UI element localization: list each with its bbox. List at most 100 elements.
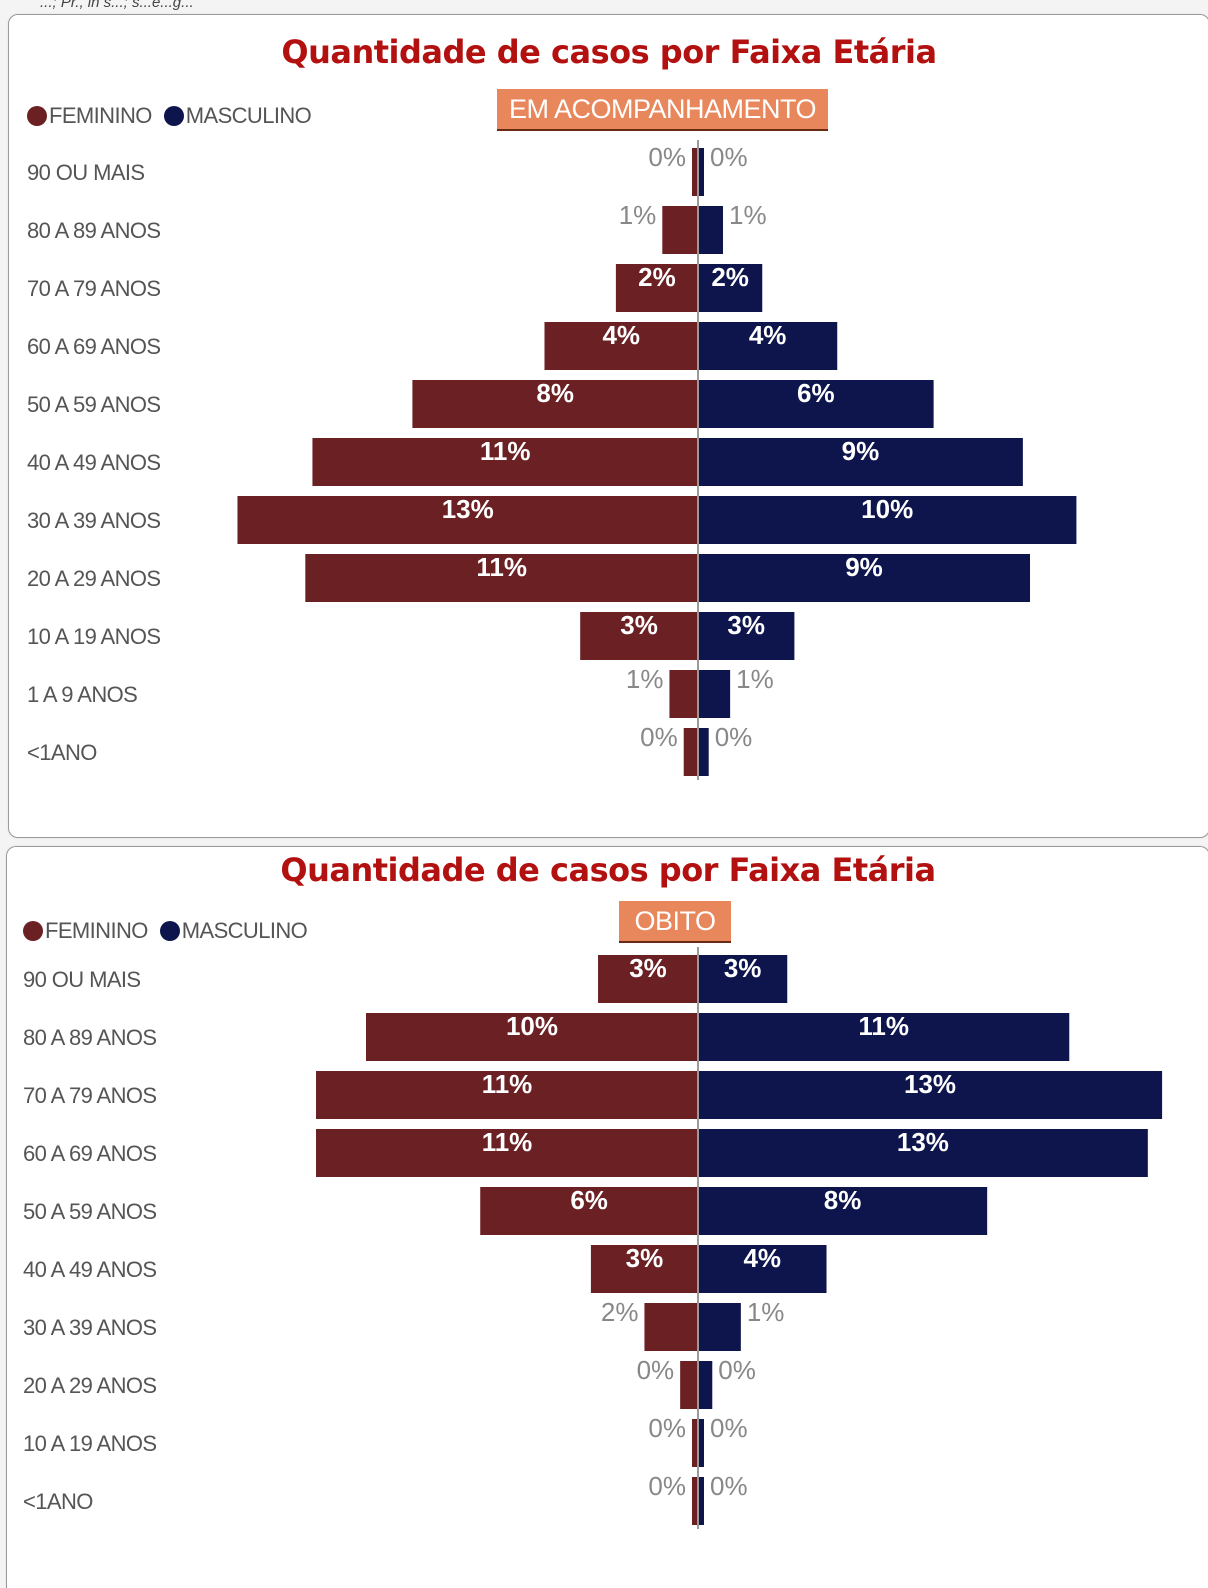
data-label-feminino: 6% — [570, 1185, 608, 1215]
bar-feminino[interactable] — [580, 612, 698, 660]
chart-title: Quantidade de casos por Faixa Etária — [281, 33, 937, 71]
bar-masculino[interactable] — [698, 438, 1023, 486]
data-label-masculino: 0% — [710, 142, 748, 172]
chart-legend[interactable]: FEMININO MASCULINO — [23, 918, 319, 944]
bar-feminino[interactable] — [644, 1303, 698, 1351]
data-label-masculino: 0% — [715, 722, 753, 752]
bar-masculino[interactable] — [698, 1071, 1163, 1119]
category-label: 20 A 29 ANOS — [27, 566, 160, 591]
bar-feminino[interactable] — [683, 728, 698, 776]
chart-legend[interactable]: FEMININO MASCULINO — [27, 103, 323, 129]
bar-masculino[interactable] — [698, 1245, 827, 1293]
category-label: 90 OU MAIS — [27, 160, 144, 185]
data-label-masculino: 1% — [736, 664, 774, 694]
bar-masculino[interactable] — [698, 1303, 741, 1351]
status-badge: EM ACOMPANHAMENTO — [497, 89, 828, 131]
data-label-masculino: 2% — [711, 262, 749, 292]
bar-feminino[interactable] — [598, 955, 698, 1003]
chart-panel-em-acompanhamento: Quantidade de casos por Faixa Etária EM … — [8, 14, 1208, 838]
legend-male-label: MASCULINO — [185, 103, 312, 128]
bar-masculino[interactable] — [698, 206, 723, 254]
bar-masculino[interactable] — [698, 380, 934, 428]
bar-masculino[interactable] — [698, 1477, 704, 1525]
legend-female-marker — [23, 921, 43, 941]
bar-feminino[interactable] — [680, 1361, 698, 1409]
data-label-feminino: 3% — [626, 1243, 664, 1273]
data-label-masculino: 1% — [747, 1297, 785, 1327]
category-label: 20 A 29 ANOS — [23, 1373, 156, 1398]
category-label: 70 A 79 ANOS — [27, 276, 160, 301]
bar-masculino[interactable] — [698, 322, 838, 370]
category-label: <1ANO — [23, 1489, 93, 1514]
category-label: 40 A 49 ANOS — [27, 450, 160, 475]
data-label-feminino: 0% — [640, 722, 678, 752]
bar-feminino[interactable] — [544, 322, 698, 370]
data-label-masculino: 4% — [749, 320, 787, 350]
data-label-masculino: 0% — [710, 1413, 748, 1443]
data-label-feminino: 8% — [536, 378, 574, 408]
bar-masculino[interactable] — [698, 1419, 704, 1467]
data-label-masculino: 11% — [858, 1011, 909, 1041]
data-label-masculino: 8% — [824, 1185, 862, 1215]
bar-feminino[interactable] — [316, 1071, 698, 1119]
category-label: 10 A 19 ANOS — [27, 624, 160, 649]
data-label-feminino: 4% — [602, 320, 640, 350]
category-label: 50 A 59 ANOS — [23, 1199, 156, 1224]
pyramid-chart-obito: 90 OU MAIS 3% 3% 80 A 89 ANOS 10% 11% 70 A 79 … — [23, 947, 1163, 1529]
data-label-masculino: 13% — [897, 1127, 949, 1157]
bar-masculino[interactable] — [698, 1187, 988, 1235]
bar-feminino[interactable] — [412, 380, 698, 428]
data-label-masculino: 3% — [724, 953, 762, 983]
bar-feminino[interactable] — [365, 1013, 698, 1061]
bar-feminino[interactable] — [692, 148, 698, 196]
bar-masculino[interactable] — [698, 148, 704, 196]
data-label-masculino: 13% — [904, 1069, 956, 1099]
bar-masculino[interactable] — [698, 1013, 1070, 1061]
data-label-masculino: 9% — [842, 436, 880, 466]
data-label-feminino: 11% — [482, 1127, 533, 1157]
data-label-masculino: 9% — [845, 552, 883, 582]
category-label: <1ANO — [27, 740, 97, 765]
data-label-feminino: 0% — [648, 1471, 686, 1501]
bar-feminino[interactable] — [692, 1477, 698, 1525]
bar-masculino[interactable] — [698, 670, 731, 718]
bar-masculino[interactable] — [698, 1361, 713, 1409]
bar-masculino[interactable] — [698, 612, 795, 660]
data-label-feminino: 1% — [619, 200, 657, 230]
category-label: 1 A 9 ANOS — [27, 682, 137, 707]
data-label-feminino: 2% — [638, 262, 676, 292]
bar-feminino[interactable] — [692, 1419, 698, 1467]
category-label: 90 OU MAIS — [23, 967, 140, 992]
legend-female-label: FEMININO — [49, 103, 152, 128]
data-label-feminino: 1% — [626, 664, 664, 694]
bar-masculino[interactable] — [698, 955, 788, 1003]
category-label: 30 A 39 ANOS — [27, 508, 160, 533]
bar-masculino[interactable] — [698, 1129, 1148, 1177]
data-label-masculino: 1% — [729, 200, 767, 230]
legend-female-marker — [27, 106, 47, 126]
bar-masculino[interactable] — [698, 496, 1077, 544]
data-label-feminino: 11% — [480, 436, 531, 466]
bar-feminino[interactable] — [312, 438, 698, 486]
data-label-feminino: 0% — [648, 1413, 686, 1443]
bar-feminino[interactable] — [316, 1129, 698, 1177]
bar-feminino[interactable] — [237, 496, 698, 544]
category-label: 70 A 79 ANOS — [23, 1083, 156, 1108]
data-label-masculino: 3% — [727, 610, 765, 640]
bar-masculino[interactable] — [698, 728, 709, 776]
data-label-masculino: 10% — [861, 494, 913, 524]
category-label: 60 A 69 ANOS — [23, 1141, 156, 1166]
bar-feminino[interactable] — [590, 1245, 698, 1293]
data-label-feminino: 10% — [506, 1011, 558, 1041]
category-label: 60 A 69 ANOS — [27, 334, 160, 359]
bar-masculino[interactable] — [698, 554, 1031, 602]
category-label: 80 A 89 ANOS — [27, 218, 160, 243]
bar-feminino[interactable] — [669, 670, 698, 718]
bar-feminino[interactable] — [615, 264, 698, 312]
bar-feminino[interactable] — [480, 1187, 698, 1235]
bar-feminino[interactable] — [305, 554, 698, 602]
bar-masculino[interactable] — [698, 264, 763, 312]
chart-panel-obito: Quantidade de casos por Faixa Etária OBI… — [6, 846, 1208, 1588]
category-label: 50 A 59 ANOS — [27, 392, 160, 417]
bar-feminino[interactable] — [662, 206, 698, 254]
